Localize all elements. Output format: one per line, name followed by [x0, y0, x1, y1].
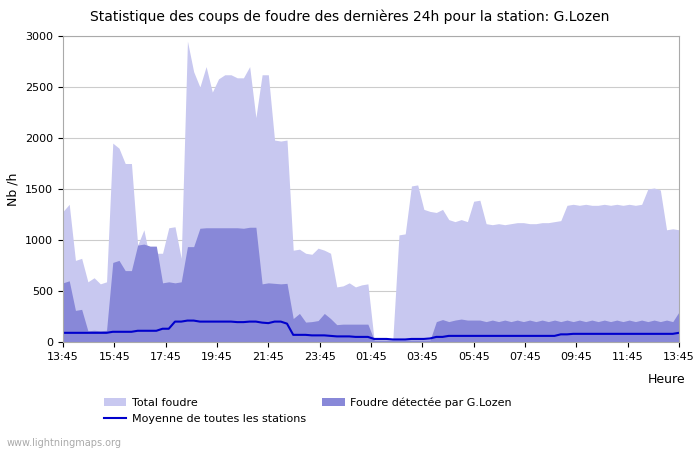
Text: www.lightningmaps.org: www.lightningmaps.org — [7, 438, 122, 448]
Text: Heure: Heure — [648, 373, 685, 386]
Legend: Total foudre, Moyenne de toutes les stations, Foudre détectée par G.Lozen: Total foudre, Moyenne de toutes les stat… — [99, 393, 516, 428]
Y-axis label: Nb /h: Nb /h — [6, 172, 20, 206]
Text: Statistique des coups de foudre des dernières 24h pour la station: G.Lozen: Statistique des coups de foudre des dern… — [90, 9, 610, 23]
